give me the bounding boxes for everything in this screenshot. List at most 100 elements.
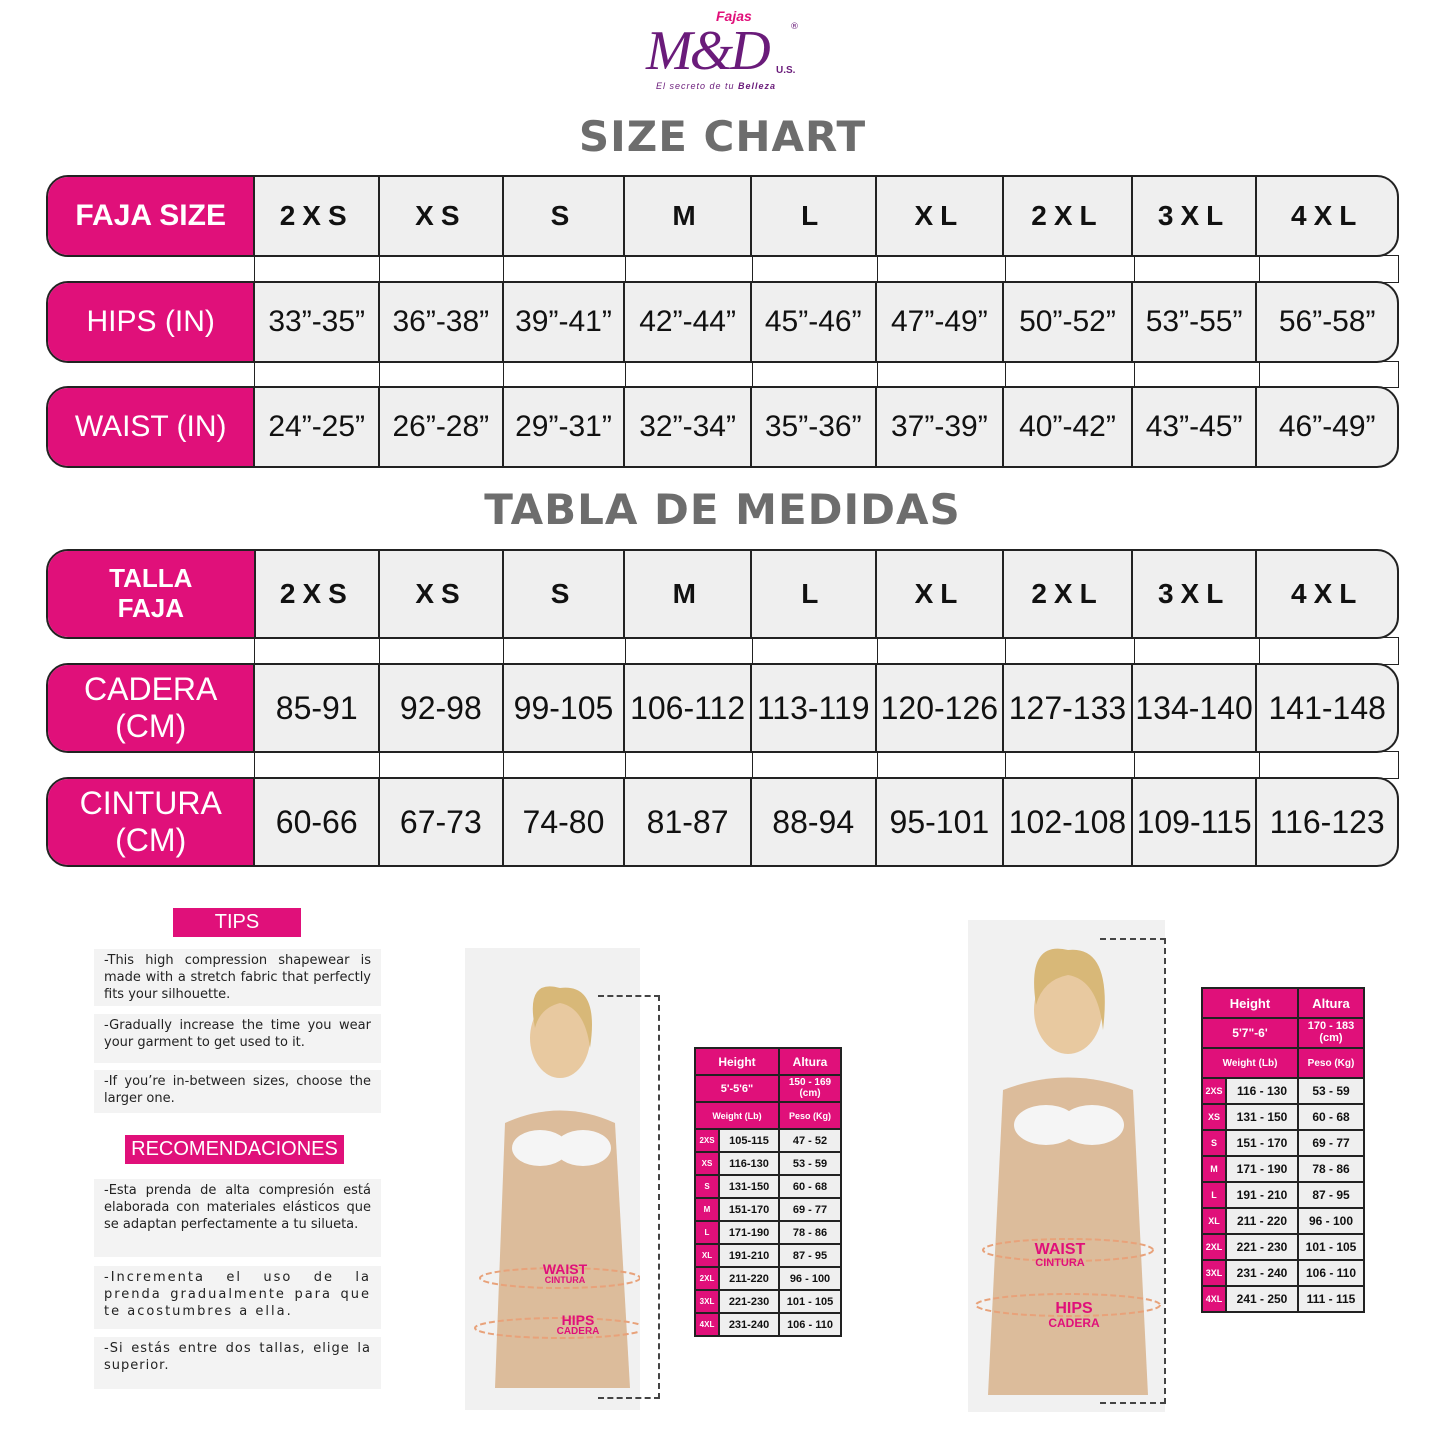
connector-cell [1005,255,1134,283]
table-row: 2XS 116 - 130 53 - 59 [1201,1077,1365,1105]
weight-kg: 60 - 68 [778,1174,842,1199]
size-label: XS [1201,1103,1227,1131]
size-cell: 39”-41” [504,283,626,361]
table-row: 4XL 231-240 106 - 110 [694,1312,842,1337]
size-cell: 42”-44” [625,283,752,361]
weight-kg: 87 - 95 [1297,1181,1365,1209]
weight-lb: 131 - 150 [1225,1103,1299,1131]
connector-cell [1134,637,1259,665]
weight-lb: 131-150 [718,1174,780,1199]
size-cell: 33”-35” [255,283,380,361]
size-cell: 102-108 [1004,779,1133,865]
recomendacion-item: -Incrementa el uso de la prenda gradualm… [94,1266,381,1329]
row-label: TALLA FAJA [48,551,256,637]
weight-lb: 171 - 190 [1225,1155,1299,1183]
size-cell: 26”-28” [380,388,504,466]
table-row: S 151 - 170 69 - 77 [1201,1129,1365,1157]
weight-kg: 69 - 77 [1297,1129,1365,1157]
size-cell: 88-94 [752,779,877,865]
height-header: Height [1201,987,1299,1019]
size-cell: 53”-55” [1133,283,1258,361]
weight-table-tall: Height Altura 5'7"-6' 170 - 183 (cm) Weight … [1201,987,1365,1313]
table-row: 2XL 211-220 96 - 100 [694,1266,842,1291]
weight-kg: 69 - 77 [778,1197,842,1222]
weight-kg: 53 - 59 [1297,1077,1365,1105]
weight-table: Height Altura 5'-5'6" 150 - 169 (cm) Weight … [694,1047,842,1337]
size-cell: 47”-49” [877,283,1005,361]
connector-cell [752,361,877,388]
size-cell: 35”-36” [752,388,877,466]
cadera-text: CADERA [1048,1316,1100,1330]
weight-kg: 111 - 115 [1297,1285,1365,1313]
table-row: M 151-170 69 - 77 [694,1197,842,1222]
connector-cell [877,637,1005,665]
model-figure-icon [975,948,1161,1395]
hips-text: HIPS [561,1312,595,1328]
height-header: Height [694,1047,780,1076]
altura-header: Altura [1297,987,1365,1019]
weight-kg: 106 - 110 [1297,1259,1365,1287]
recomendacion-item: -Esta prenda de alta compresión está ela… [94,1179,381,1257]
connector-cell [1005,637,1134,665]
size-cell: 113-119 [752,665,877,751]
size-cell: 109-115 [1133,779,1258,865]
model-photo-left [465,948,646,1410]
size-cell: 46”-49” [1278,410,1376,443]
size-cell: 2XL [1004,177,1133,255]
connector-cell [254,255,379,283]
row-connector [254,255,1399,283]
table-row: M 171 - 190 78 - 86 [1201,1155,1365,1183]
size-cell: 4XL [1291,200,1364,231]
size-cell: 4XL [1291,578,1364,609]
size-cell: 85-91 [255,665,380,751]
size-row: CINTURA (CM) 60-66 67-73 74-80 81-87 88-94 95-… [46,777,1399,867]
size-label: XL [1201,1207,1227,1235]
connector-cell [254,361,379,388]
weight-kg: 78 - 86 [778,1220,842,1245]
size-cell: 56”-58” [1278,305,1376,338]
connector-cell [379,361,503,388]
size-cell: XL [877,177,1005,255]
weight-lb: 116 - 130 [1225,1077,1299,1105]
table-row: L 171-190 78 - 86 [694,1220,842,1245]
height-value: 5'7"-6' [1201,1017,1299,1049]
size-cell: 32”-34” [625,388,752,466]
size-label: M [1201,1155,1227,1183]
table-row: XL 211 - 220 96 - 100 [1201,1207,1365,1235]
connector-cell [503,751,625,779]
weight-lb: 116-130 [718,1151,780,1176]
connector-cell [379,751,503,779]
peso-header: Peso (Kg) [1297,1047,1365,1079]
connector-cell [1134,361,1259,388]
connector-cell [254,751,379,779]
connector-cell [752,255,877,283]
table-row: 5'-5'6" 150 - 169 (cm) [694,1074,842,1103]
size-cell: 2XL [1004,551,1133,637]
size-label: XS [694,1151,720,1176]
connector-cell [877,361,1005,388]
tagline-text: El secreto de tu [656,81,739,91]
row-label: HIPS (IN) [48,283,256,361]
logo-us: U.S. [776,65,796,76]
connector-cell [1259,255,1399,283]
table-row: 3XL 231 - 240 106 - 110 [1201,1259,1365,1287]
waist-label: WAIST CINTURA [535,1262,595,1285]
size-label: S [694,1174,720,1199]
table-row: 2XS 105-115 47 - 52 [694,1128,842,1153]
logo-md: M&D [646,20,771,82]
weight-kg: 47 - 52 [778,1128,842,1153]
size-cell: 36”-38” [380,283,504,361]
size-cell: 92-98 [380,665,504,751]
connector-cell [503,361,625,388]
table-row: Height Altura [1201,987,1365,1019]
connector-cell [1134,751,1259,779]
connector-cell [625,255,752,283]
size-cell: 116-123 [1269,803,1385,840]
recomendacion-item: -Si estás entre dos tallas, elige la sup… [94,1337,381,1389]
weight-table: Height Altura 5'7"-6' 170 - 183 (cm) Weight … [1201,987,1365,1313]
size-label: 3XL [1201,1259,1227,1287]
size-cell: S [504,177,626,255]
size-cell: 60-66 [255,779,380,865]
size-cell: M [625,551,753,637]
size-label: 2XL [1201,1233,1227,1261]
